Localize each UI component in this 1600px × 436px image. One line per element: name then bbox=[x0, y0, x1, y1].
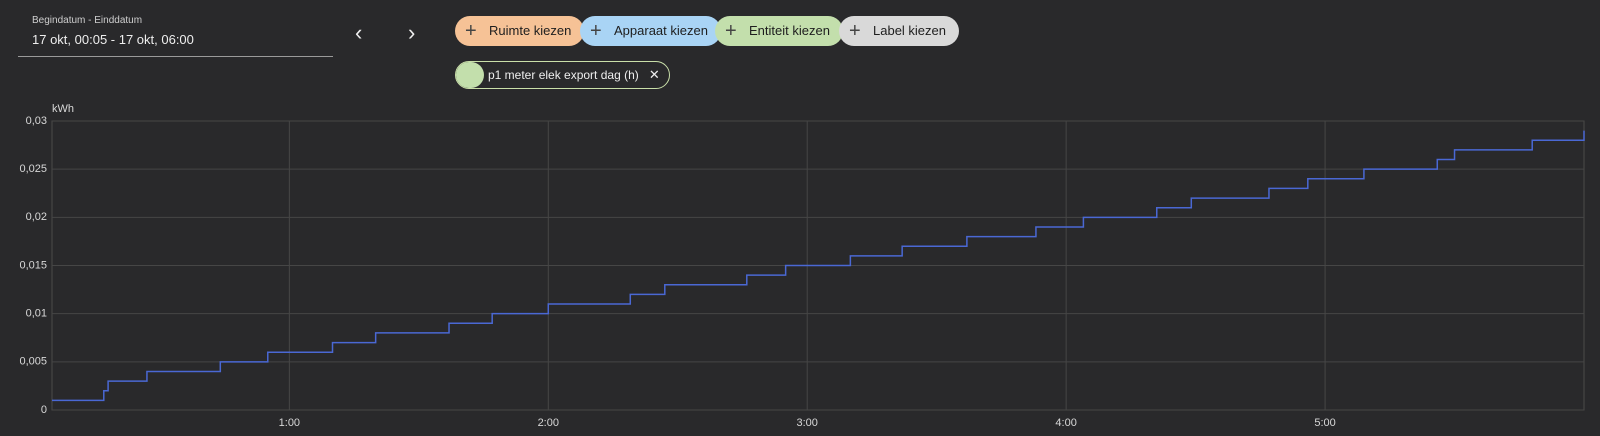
x-tick-label: 4:00 bbox=[1055, 417, 1076, 429]
chart: kWh 0 0,005 0,01 0,015 0,02 0,025 0,03 1:00 2:00… bbox=[19, 103, 1585, 429]
x-tick-label: 5:00 bbox=[1314, 417, 1335, 429]
date-underline bbox=[18, 56, 333, 57]
y-axis-label: kWh bbox=[52, 103, 74, 115]
chip-label: Entiteit kiezen bbox=[749, 23, 830, 38]
entity-icon bbox=[456, 62, 484, 88]
next-button[interactable]: › bbox=[408, 20, 416, 45]
remove-button[interactable]: ✕ bbox=[648, 67, 660, 82]
chip-label: Ruimte kiezen bbox=[489, 23, 572, 38]
date-label: Begindatum - Einddatum bbox=[32, 15, 143, 26]
filter-chip[interactable]: + Apparaat kiezen bbox=[580, 16, 721, 46]
chip-label: Label kiezen bbox=[873, 23, 946, 38]
chip-label: Apparaat kiezen bbox=[614, 23, 708, 38]
x-tick-label: 3:00 bbox=[797, 417, 818, 429]
line-series bbox=[52, 130, 1585, 402]
y-tick-label: 0 bbox=[41, 404, 47, 416]
filter-chip[interactable]: + Entiteit kiezen bbox=[715, 16, 843, 46]
filter-chip[interactable]: + Ruimte kiezen bbox=[455, 16, 585, 46]
y-tick-label: 0,005 bbox=[19, 356, 47, 368]
entity-name: p1 meter elek export dag (h) bbox=[488, 68, 639, 82]
y-tick-label: 0,01 bbox=[26, 308, 47, 320]
y-tick-label: 0,015 bbox=[19, 259, 47, 271]
date-value[interactable]: 17 okt, 00:05 - 17 okt, 06:00 bbox=[32, 32, 194, 47]
entity-chip[interactable]: p1 meter elek export dag (h) ✕ bbox=[455, 61, 670, 89]
y-tick-label: 0,025 bbox=[19, 163, 47, 175]
y-tick-label: 0,02 bbox=[26, 211, 47, 223]
filter-chip[interactable]: + Label kiezen bbox=[839, 16, 959, 46]
y-tick-label: 0,03 bbox=[26, 115, 47, 127]
prev-button[interactable]: ‹ bbox=[355, 20, 363, 45]
x-tick-label: 2:00 bbox=[538, 417, 559, 429]
x-tick-label: 1:00 bbox=[279, 417, 300, 429]
